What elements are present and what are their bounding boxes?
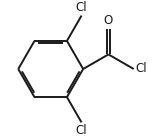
Text: Cl: Cl xyxy=(76,124,87,137)
Text: O: O xyxy=(104,14,113,27)
Text: Cl: Cl xyxy=(76,1,87,14)
Text: Cl: Cl xyxy=(135,63,147,75)
